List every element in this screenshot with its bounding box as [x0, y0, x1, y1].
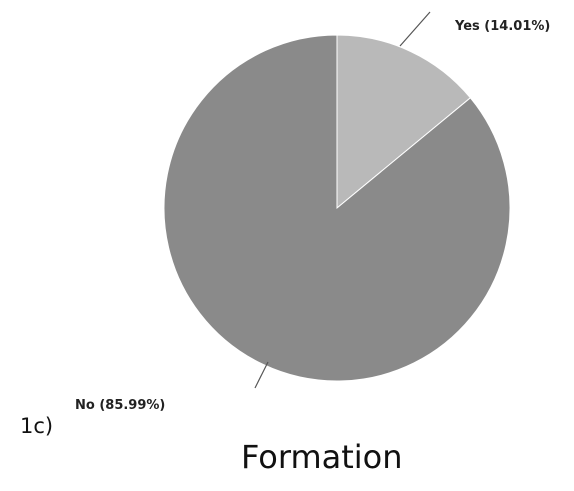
chart-title: Formation	[241, 438, 403, 476]
panel-label: 1c)	[20, 414, 54, 438]
leader-lines	[254, 11, 431, 389]
slice-label-yes: Yes (14.01%)	[454, 19, 550, 34]
pie-slices	[163, 34, 511, 382]
slice-label-no: No (85.99%)	[75, 398, 165, 413]
pie-slice-no	[163, 34, 511, 382]
leader-line-yes	[399, 11, 431, 47]
leader-line-no	[254, 361, 269, 389]
pie-slice-yes	[336, 34, 472, 210]
